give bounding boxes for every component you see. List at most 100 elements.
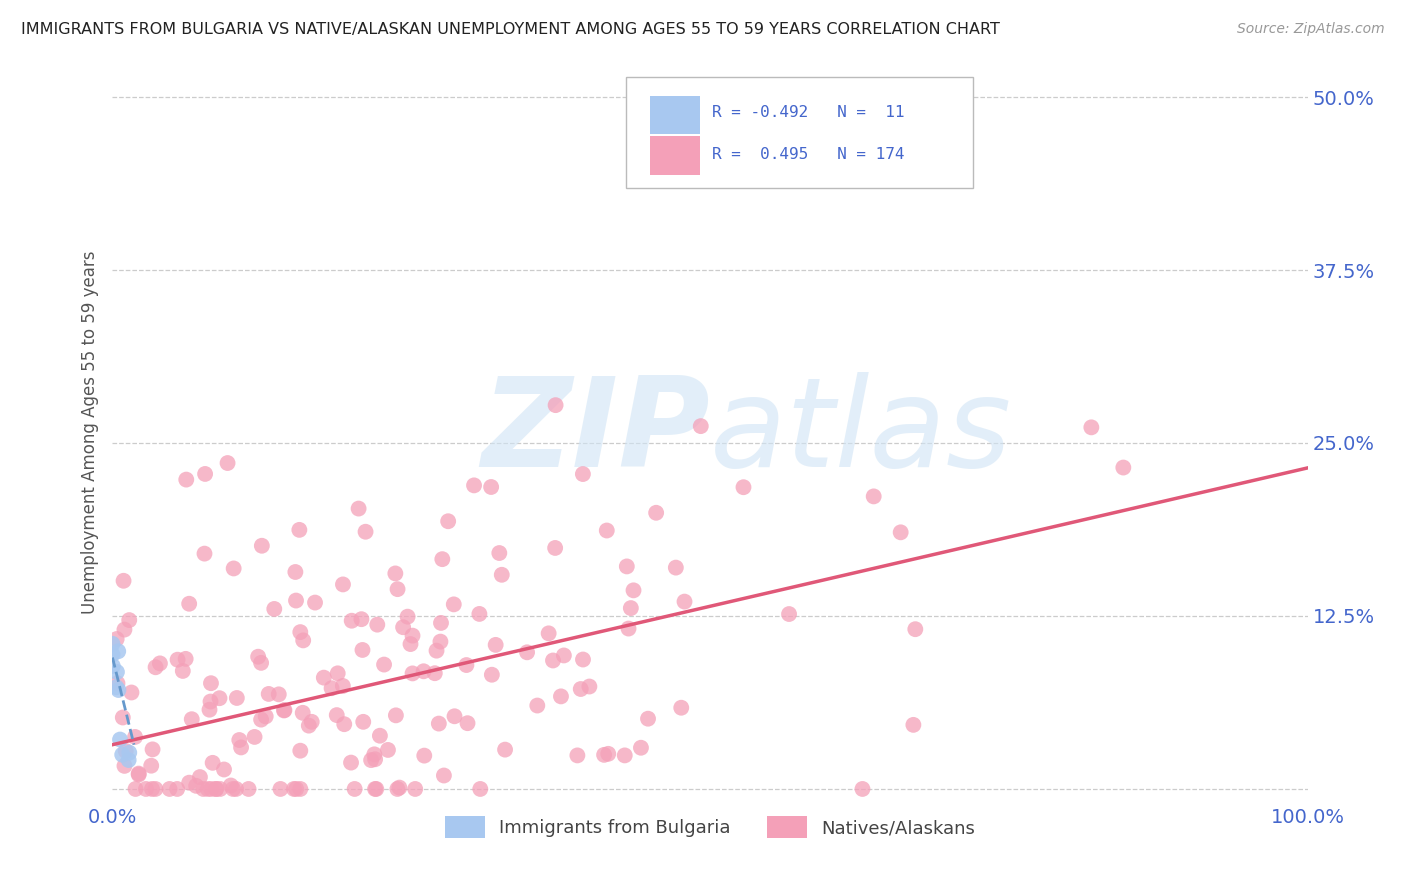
Point bbox=[890, 525, 912, 540]
Point bbox=[273, 703, 295, 717]
Point bbox=[326, 666, 349, 681]
Point bbox=[404, 781, 426, 796]
Point bbox=[456, 658, 478, 673]
Point bbox=[332, 577, 354, 591]
Point bbox=[225, 690, 247, 705]
Point bbox=[387, 781, 409, 796]
Point bbox=[596, 524, 619, 538]
Point bbox=[267, 687, 290, 701]
Point bbox=[373, 657, 395, 672]
Point bbox=[569, 681, 592, 696]
Point bbox=[567, 748, 589, 763]
Point bbox=[197, 781, 219, 796]
Point bbox=[617, 622, 640, 636]
Point bbox=[105, 665, 128, 679]
Point bbox=[645, 506, 668, 520]
Point bbox=[145, 781, 167, 796]
Point bbox=[141, 781, 163, 796]
Point bbox=[862, 489, 884, 503]
Text: ZIP: ZIP bbox=[481, 372, 710, 493]
Point bbox=[423, 666, 446, 681]
Point bbox=[360, 753, 382, 767]
Point bbox=[247, 649, 270, 664]
Point bbox=[290, 744, 312, 758]
Point bbox=[179, 597, 201, 611]
Point bbox=[114, 744, 136, 758]
Point bbox=[193, 547, 215, 561]
Point bbox=[228, 733, 250, 747]
Point bbox=[312, 671, 335, 685]
Point bbox=[366, 781, 388, 796]
Point bbox=[630, 740, 652, 755]
Point bbox=[290, 781, 312, 796]
Point bbox=[326, 708, 349, 723]
Point bbox=[166, 781, 188, 796]
Point bbox=[200, 676, 222, 690]
Point bbox=[291, 706, 314, 720]
Point bbox=[593, 747, 616, 762]
Point bbox=[396, 609, 419, 624]
Point bbox=[107, 644, 129, 658]
Point bbox=[401, 629, 423, 643]
Point bbox=[429, 634, 451, 648]
Point bbox=[108, 732, 131, 747]
Point bbox=[443, 709, 465, 723]
Point bbox=[350, 612, 373, 626]
Point bbox=[257, 687, 280, 701]
Point bbox=[368, 729, 391, 743]
Text: R =  0.495   N = 174: R = 0.495 N = 174 bbox=[713, 147, 905, 161]
Point bbox=[366, 617, 388, 632]
Point bbox=[269, 781, 291, 796]
Point bbox=[288, 523, 311, 537]
Point bbox=[904, 622, 927, 636]
Point bbox=[553, 648, 575, 663]
Point bbox=[399, 637, 422, 651]
Point bbox=[111, 710, 134, 724]
Point bbox=[149, 657, 172, 671]
Point bbox=[544, 398, 567, 412]
Point bbox=[166, 653, 188, 667]
FancyBboxPatch shape bbox=[627, 78, 973, 188]
Point bbox=[616, 559, 638, 574]
Point bbox=[388, 780, 411, 795]
Point bbox=[209, 781, 232, 796]
Point bbox=[273, 704, 295, 718]
Point bbox=[112, 623, 135, 637]
FancyBboxPatch shape bbox=[651, 136, 700, 175]
Point bbox=[124, 730, 146, 744]
Point bbox=[427, 716, 450, 731]
Point bbox=[432, 552, 454, 566]
Point bbox=[392, 620, 415, 634]
Point bbox=[488, 546, 510, 560]
Y-axis label: Unemployment Among Ages 55 to 59 years: Unemployment Among Ages 55 to 59 years bbox=[80, 251, 98, 615]
Point bbox=[470, 781, 492, 796]
Point bbox=[526, 698, 548, 713]
Point bbox=[225, 781, 247, 796]
Point bbox=[111, 747, 134, 762]
Point bbox=[637, 712, 659, 726]
Point bbox=[340, 756, 363, 770]
Point bbox=[363, 747, 385, 762]
Point bbox=[128, 767, 150, 781]
Point bbox=[174, 473, 197, 487]
FancyBboxPatch shape bbox=[651, 95, 700, 135]
Point bbox=[201, 756, 224, 770]
Point bbox=[193, 781, 215, 796]
Point bbox=[572, 652, 595, 666]
Point bbox=[217, 456, 239, 470]
Point bbox=[117, 753, 139, 767]
Text: R = -0.492   N =  11: R = -0.492 N = 11 bbox=[713, 105, 905, 120]
Point bbox=[290, 625, 312, 640]
Point bbox=[298, 718, 321, 732]
Point bbox=[537, 626, 560, 640]
Point bbox=[550, 690, 572, 704]
Point bbox=[494, 742, 516, 756]
Point bbox=[733, 480, 755, 494]
Point bbox=[903, 718, 925, 732]
Point bbox=[208, 691, 231, 706]
Point bbox=[385, 708, 408, 723]
Point bbox=[118, 746, 141, 760]
Point bbox=[333, 717, 356, 731]
Point bbox=[301, 714, 323, 729]
Point bbox=[112, 574, 135, 588]
